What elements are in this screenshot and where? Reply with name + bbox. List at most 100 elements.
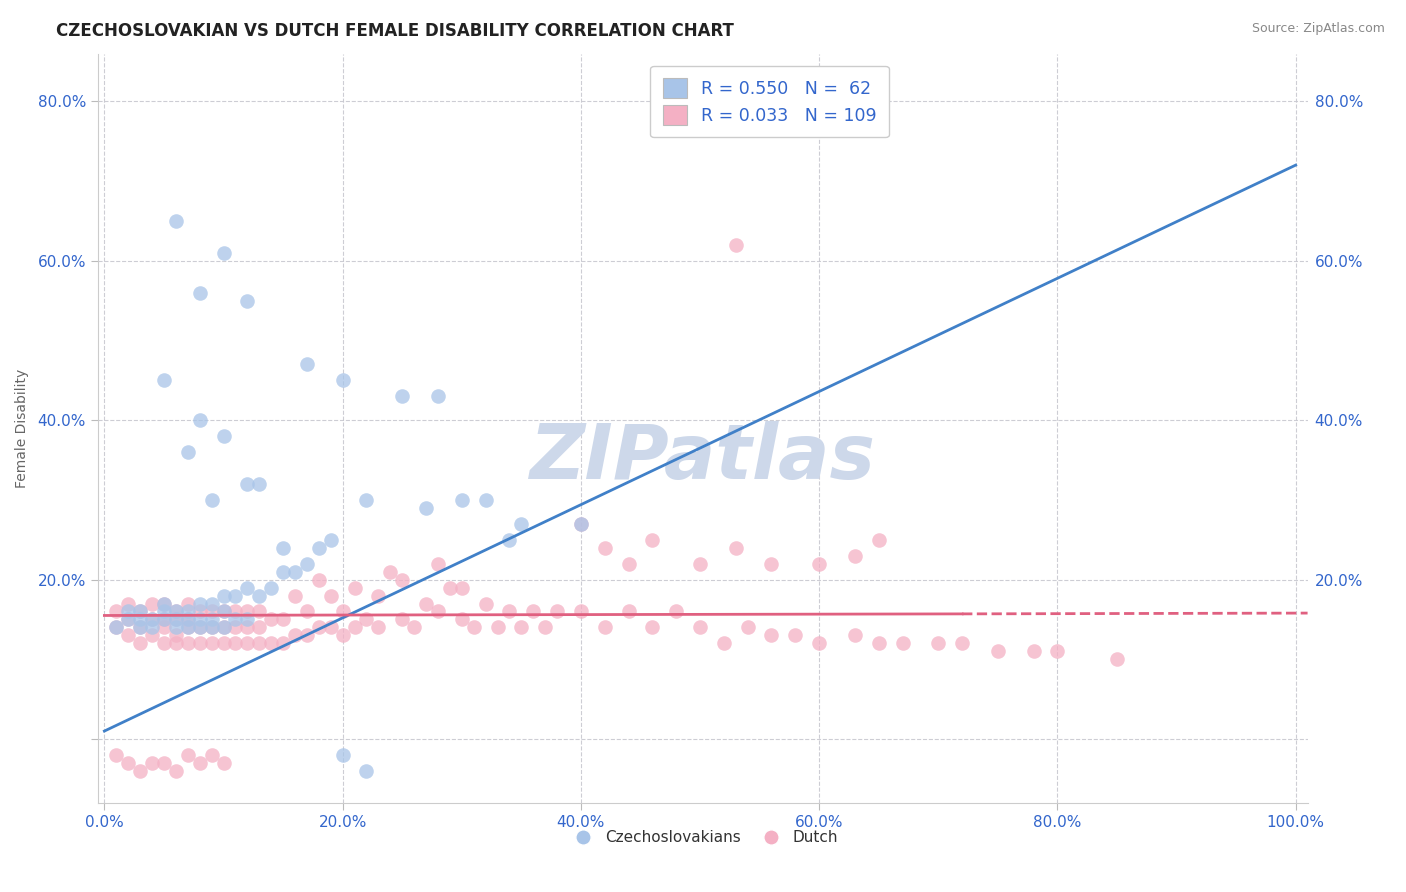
Point [356,612,378,626]
Point [212,429,235,443]
Point [224,612,246,626]
Point [380,565,402,579]
Point [141,756,163,770]
Point [236,612,259,626]
Point [129,764,152,778]
Point [224,636,246,650]
Point [105,620,128,634]
Point [391,612,413,626]
Point [212,756,235,770]
Point [308,620,330,634]
Point [439,581,461,595]
Point [129,620,152,634]
Point [153,612,176,626]
Point [284,589,307,603]
Point [569,605,592,619]
Point [844,628,866,642]
Point [343,620,366,634]
Point [510,516,533,531]
Point [200,597,222,611]
Point [153,373,176,387]
Point [177,605,200,619]
Point [200,636,222,650]
Point [404,620,426,634]
Point [141,612,163,626]
Point [177,612,200,626]
Point [474,597,496,611]
Point [689,620,711,634]
Point [332,628,354,642]
Point [891,636,914,650]
Point [200,605,222,619]
Point [188,636,211,650]
Point [212,589,235,603]
Point [450,581,472,595]
Point [510,620,533,634]
Point [188,605,211,619]
Point [165,764,187,778]
Legend: Czechoslovakians, Dutch: Czechoslovakians, Dutch [562,824,844,851]
Point [617,557,640,571]
Point [117,597,139,611]
Point [260,612,283,626]
Point [165,605,187,619]
Point [271,636,294,650]
Point [271,565,294,579]
Point [165,620,187,634]
Point [724,237,747,252]
Point [236,293,259,308]
Point [247,620,270,634]
Point [177,620,200,634]
Point [117,612,139,626]
Point [200,747,222,762]
Point [665,605,688,619]
Point [188,285,211,300]
Point [141,612,163,626]
Point [105,747,128,762]
Point [641,533,664,547]
Point [415,597,437,611]
Point [165,214,187,228]
Point [247,589,270,603]
Point [426,605,449,619]
Point [761,628,783,642]
Point [450,492,472,507]
Point [188,413,211,427]
Point [808,557,831,571]
Point [522,605,544,619]
Point [129,636,152,650]
Point [117,605,139,619]
Point [129,605,152,619]
Point [332,373,354,387]
Point [141,628,163,642]
Point [426,557,449,571]
Y-axis label: Female Disability: Female Disability [15,368,30,488]
Point [141,597,163,611]
Point [569,516,592,531]
Point [153,597,176,611]
Point [247,636,270,650]
Point [177,445,200,459]
Point [236,581,259,595]
Point [356,492,378,507]
Point [236,477,259,491]
Point [271,612,294,626]
Point [569,516,592,531]
Point [247,477,270,491]
Text: Source: ZipAtlas.com: Source: ZipAtlas.com [1251,22,1385,36]
Point [117,628,139,642]
Point [165,612,187,626]
Point [224,620,246,634]
Point [260,581,283,595]
Point [212,605,235,619]
Point [236,620,259,634]
Point [153,605,176,619]
Point [284,565,307,579]
Point [236,636,259,650]
Point [486,620,509,634]
Point [761,557,783,571]
Point [271,541,294,555]
Point [724,541,747,555]
Point [177,636,200,650]
Point [593,541,616,555]
